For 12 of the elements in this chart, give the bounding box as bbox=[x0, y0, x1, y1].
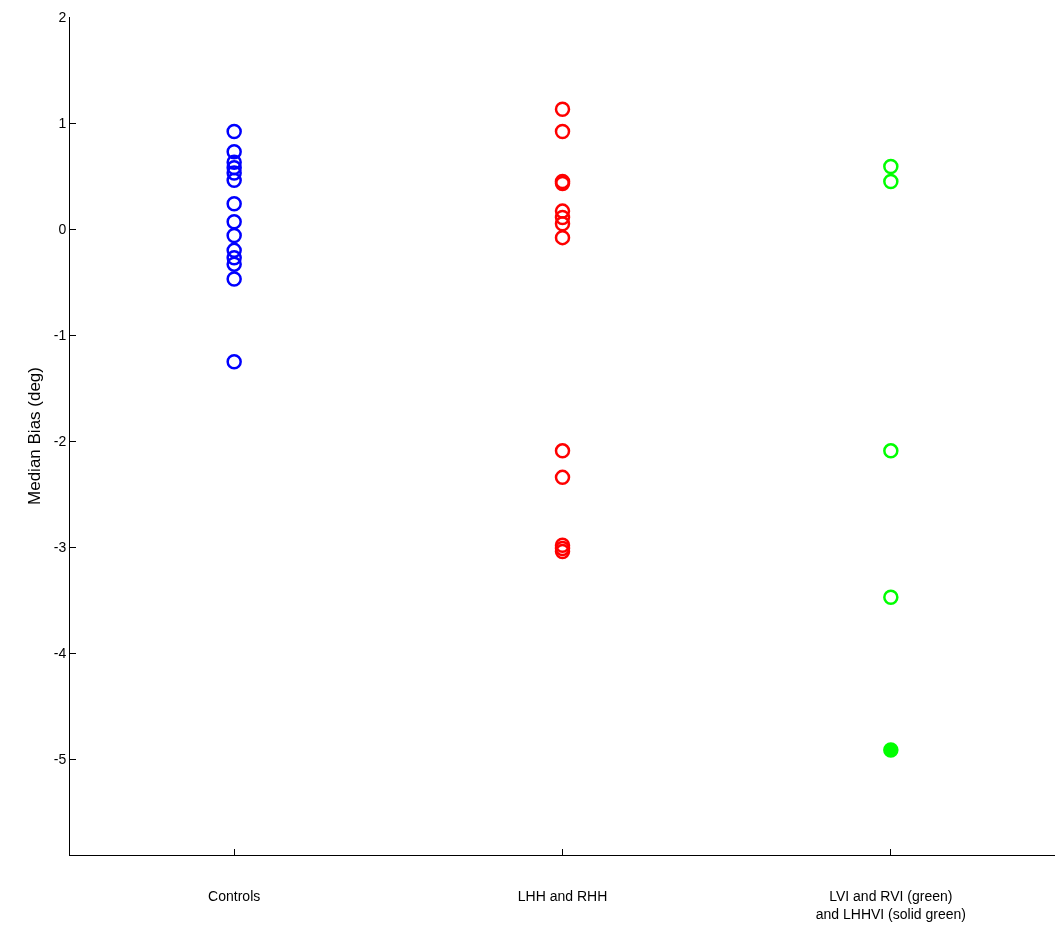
y-tick-label: -5 bbox=[53, 751, 67, 768]
y-tick-label: -2 bbox=[53, 433, 67, 450]
y-tick-label: -1 bbox=[53, 327, 67, 344]
x-tick-label: Controls bbox=[208, 887, 261, 904]
x-tick-label: LHH and RHH bbox=[517, 887, 608, 904]
y-tick-label: -4 bbox=[53, 645, 67, 662]
y-tick-label: 1 bbox=[58, 114, 67, 131]
y-tick-label: -3 bbox=[53, 539, 67, 556]
y-tick-label: 0 bbox=[58, 221, 67, 238]
x-tick-label: LVI and RVI (green) and LHHVI (solid green) bbox=[815, 887, 966, 922]
y-axis-title: Median Bias (deg) bbox=[25, 367, 45, 505]
y-tick-label: 2 bbox=[58, 8, 67, 25]
